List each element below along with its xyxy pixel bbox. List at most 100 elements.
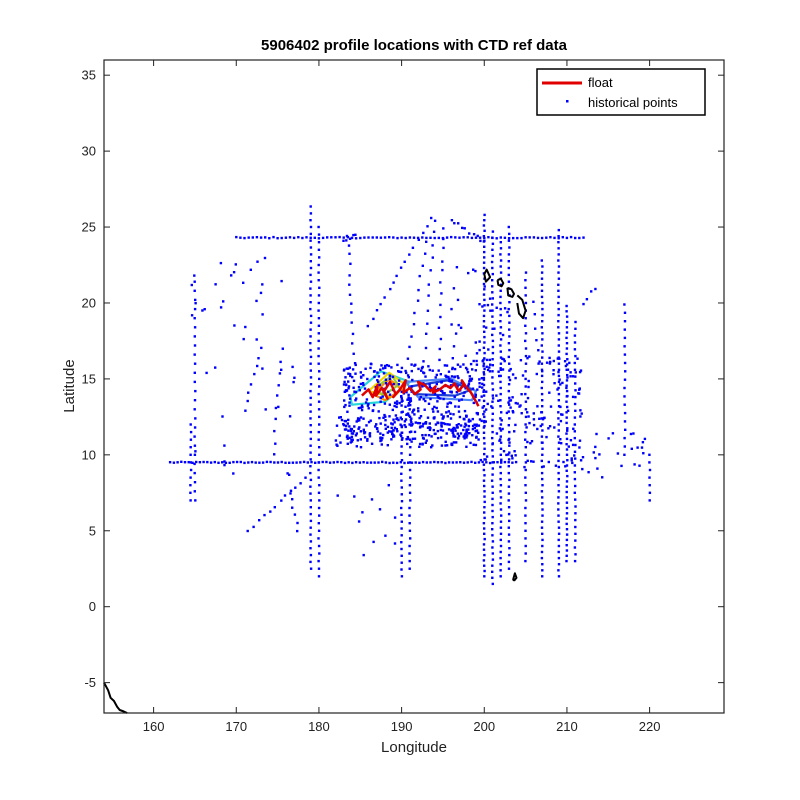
historical-point (432, 230, 436, 233)
historical-point (413, 364, 416, 367)
historical-point (483, 506, 486, 509)
historical-point (449, 412, 452, 415)
coastline-path (483, 268, 492, 283)
historical-point (433, 219, 437, 222)
historical-point (633, 463, 636, 466)
historical-point (318, 370, 321, 373)
historical-point (343, 428, 347, 431)
historical-point (540, 362, 544, 365)
historical-point (467, 424, 471, 428)
historical-point (268, 237, 271, 240)
historical-point (507, 540, 511, 543)
historical-point (393, 542, 397, 545)
historical-point (379, 302, 382, 306)
historical-point (500, 283, 503, 286)
historical-point (414, 461, 417, 464)
coastline-layer (103, 268, 527, 714)
historical-point (483, 495, 486, 498)
historical-point (193, 335, 196, 338)
historical-point (499, 313, 502, 317)
historical-point (349, 374, 352, 378)
historical-point (482, 282, 486, 286)
historical-point (410, 461, 414, 464)
historical-point (559, 419, 563, 423)
historical-point (623, 436, 626, 440)
historical-point (557, 344, 560, 347)
historical-point (491, 430, 494, 434)
historical-point (557, 453, 561, 456)
historical-point (540, 490, 544, 493)
historical-point (244, 325, 247, 329)
historical-point (317, 537, 320, 540)
historical-point (411, 246, 415, 249)
historical-point (431, 444, 434, 447)
historical-point (470, 379, 473, 382)
historical-point (424, 252, 427, 255)
historical-point (565, 453, 569, 456)
historical-point (309, 444, 312, 447)
historical-point (491, 388, 495, 391)
historical-point (410, 440, 413, 443)
historical-point (470, 460, 473, 464)
historical-point (317, 461, 320, 464)
historical-point (420, 366, 424, 370)
historical-point (491, 370, 494, 373)
historical-point (296, 521, 299, 525)
historical-point (342, 383, 346, 386)
historical-point (446, 423, 449, 426)
historical-point (353, 495, 356, 498)
historical-point (474, 236, 478, 239)
historical-point (566, 394, 569, 398)
historical-point (244, 409, 247, 412)
historical-point (475, 423, 478, 426)
historical-point (317, 271, 320, 274)
historical-point (375, 236, 378, 239)
historical-point (503, 359, 506, 363)
historical-point (356, 419, 360, 422)
historical-point (482, 362, 486, 365)
historical-point (465, 445, 468, 448)
historical-point (317, 332, 320, 335)
historical-point (317, 237, 321, 240)
historical-point (513, 430, 516, 433)
historical-point (557, 362, 561, 365)
historical-point (190, 314, 194, 317)
historical-point (424, 399, 427, 403)
historical-point (585, 298, 589, 301)
historical-point (491, 272, 494, 276)
historical-point (375, 423, 378, 426)
historical-point (309, 383, 313, 386)
historical-point (276, 237, 279, 240)
historical-point (499, 556, 502, 560)
historical-point (429, 269, 432, 272)
historical-point (366, 439, 369, 442)
historical-point (189, 446, 192, 449)
historical-point (291, 498, 294, 501)
historical-point (449, 384, 453, 387)
historical-point (557, 563, 561, 566)
historical-point (501, 368, 505, 371)
historical-point (508, 321, 511, 324)
historical-point (623, 320, 627, 323)
historical-point (541, 320, 544, 323)
historical-point (481, 406, 484, 409)
historical-point (232, 472, 235, 475)
historical-point (541, 399, 544, 402)
historical-point (309, 424, 312, 427)
historical-point (239, 236, 242, 239)
historical-point (387, 484, 390, 487)
historical-point (445, 364, 449, 367)
historical-point (444, 374, 447, 377)
historical-point (482, 266, 486, 270)
x-axis-label: Longitude (381, 739, 447, 756)
historical-point (592, 451, 595, 454)
historical-point (565, 326, 569, 329)
historical-point (437, 236, 440, 240)
historical-point (345, 424, 348, 428)
historical-point (403, 461, 406, 465)
historical-point (358, 419, 361, 422)
historical-point (499, 392, 502, 396)
historical-point (383, 402, 387, 405)
historical-point (400, 554, 403, 557)
historical-point (369, 461, 373, 464)
